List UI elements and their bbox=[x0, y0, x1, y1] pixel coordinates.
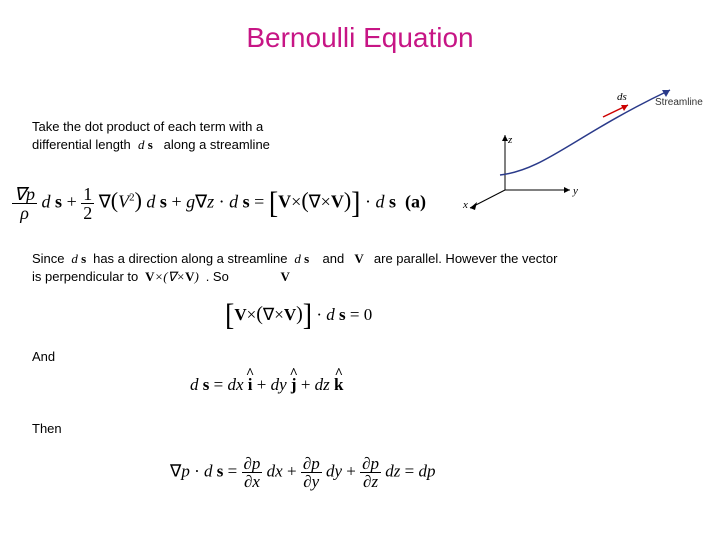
explain-paragraph: Since d s has a direction along a stream… bbox=[32, 250, 702, 285]
and-label: And bbox=[32, 348, 55, 366]
para1-line1: Take the dot product of each term with a bbox=[32, 119, 263, 134]
eq4-f2n: ∂p bbox=[303, 454, 320, 473]
x-label: x bbox=[462, 199, 468, 210]
eq1-frac1-num: ∇p bbox=[14, 184, 35, 204]
page-title: Bernoulli Equation bbox=[0, 22, 720, 54]
para1-ds: d s bbox=[138, 137, 153, 152]
p2-b: has a direction along a streamline bbox=[93, 251, 287, 266]
p2-l2a: is perpendicular to bbox=[32, 269, 138, 284]
y-label: y bbox=[572, 185, 578, 197]
eq1-frac2-den: 2 bbox=[81, 203, 94, 222]
p2-l2b: . So bbox=[206, 269, 229, 284]
eq1-frac2-num: 1 bbox=[81, 185, 94, 203]
equation-a: ∇p ρ d s + 1 2 ∇(V2) d s + g∇z · d s = [… bbox=[12, 185, 426, 222]
para1-line2a: differential length bbox=[32, 137, 131, 152]
eq1-frac1-den: ρ bbox=[20, 203, 29, 223]
p2-V: V bbox=[348, 251, 370, 266]
p2-ds2: d s bbox=[291, 251, 319, 266]
p2-vec: V×(∇×V) bbox=[142, 269, 202, 284]
intro-paragraph: Take the dot product of each term with a… bbox=[32, 118, 372, 153]
then-label: Then bbox=[32, 420, 62, 438]
eq1-frac1: ∇p ρ bbox=[12, 185, 37, 222]
eq4-f3: ∂p ∂z bbox=[360, 455, 381, 490]
title-text: Bernoulli Equation bbox=[246, 22, 473, 53]
eq4-f2d: ∂y bbox=[303, 472, 319, 491]
eq4-f1: ∂p ∂x bbox=[242, 455, 263, 490]
axes-group: z y x bbox=[462, 134, 578, 210]
equation-dp: ∇p · d s = ∂p ∂x dx + ∂p ∂y dy + ∂p ∂z d… bbox=[170, 455, 435, 490]
p2-ds1: d s bbox=[68, 251, 89, 266]
y-axis-arrow bbox=[564, 187, 570, 193]
eq1-tail: (a) bbox=[405, 192, 426, 212]
eq4-f3n: ∂p bbox=[362, 454, 379, 473]
p2-a: Since bbox=[32, 251, 65, 266]
eq4-f1n: ∂p bbox=[244, 454, 261, 473]
eq1-frac2: 1 2 bbox=[81, 185, 94, 222]
para1-line2b: along a streamline bbox=[164, 137, 270, 152]
p2-V2: V bbox=[280, 269, 289, 284]
equation-zero: [V×(∇×V)] · d s = 0 bbox=[225, 300, 372, 332]
streamline-label: Streamline bbox=[655, 97, 703, 108]
ds-label: ds bbox=[617, 91, 627, 103]
p2-c: and bbox=[323, 251, 345, 266]
eq4-f2: ∂p ∂y bbox=[301, 455, 322, 490]
eq4-f3d: ∂z bbox=[363, 472, 378, 491]
streamline-diagram: z y x ds Streamline bbox=[445, 80, 705, 210]
equation-ds: d s = dx i + dy j + dz k bbox=[190, 375, 344, 395]
p2-d: are parallel. However the vector bbox=[374, 251, 558, 266]
x-axis-arrow bbox=[470, 202, 477, 210]
eq4-f1d: ∂x bbox=[244, 472, 260, 491]
streamline-curve bbox=[500, 90, 670, 175]
z-label: z bbox=[507, 134, 513, 146]
